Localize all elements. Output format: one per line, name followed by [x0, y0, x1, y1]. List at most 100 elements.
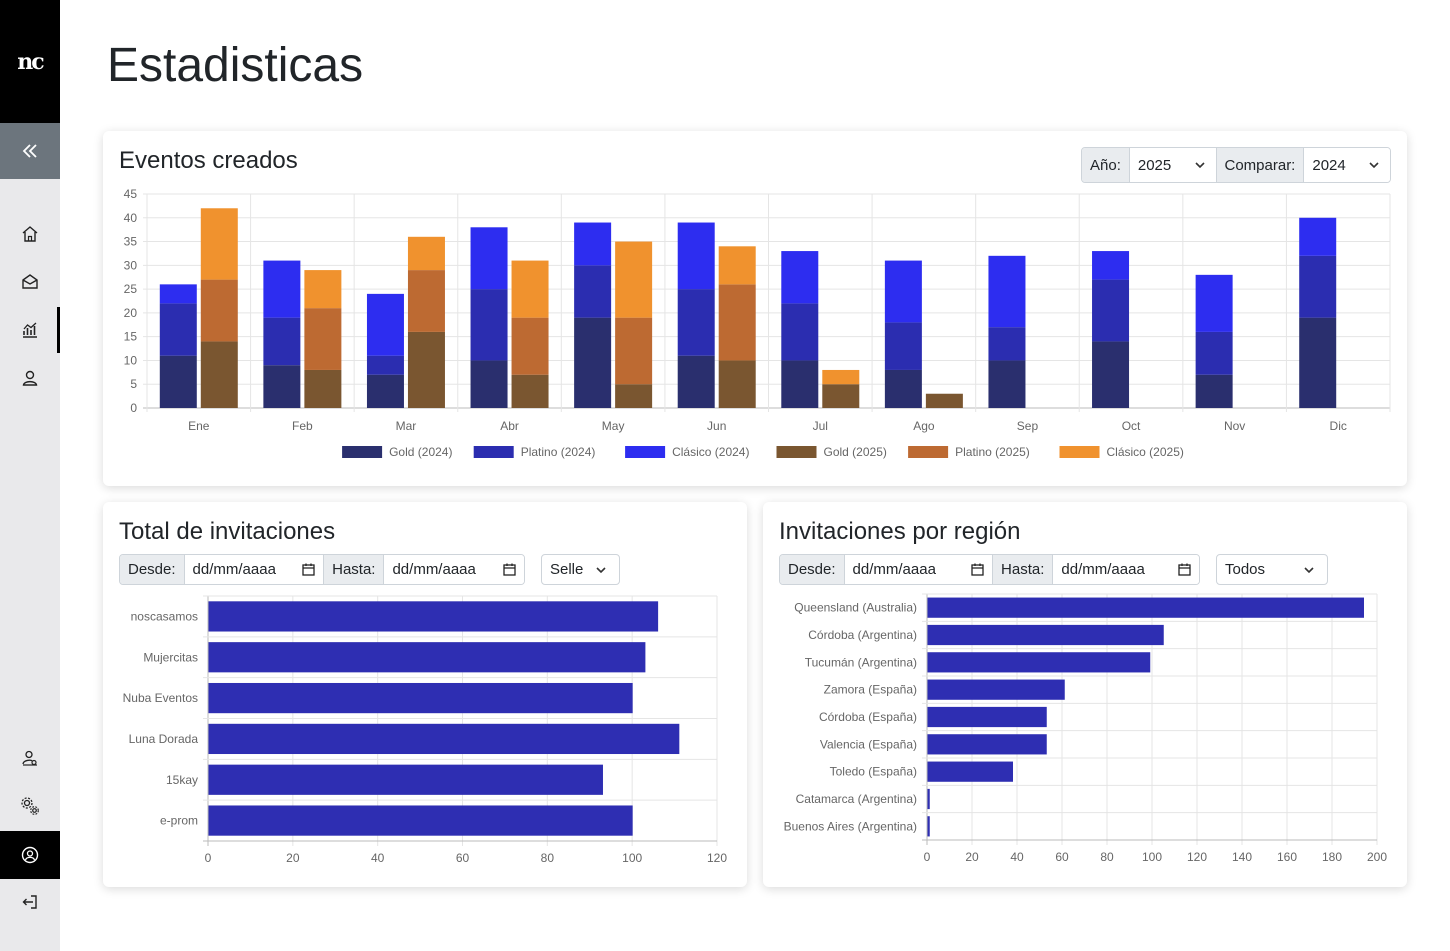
calendar-icon — [971, 563, 984, 576]
x-tick-label: 120 — [707, 851, 727, 865]
y-tick-label: Toledo (España) — [830, 765, 917, 779]
hasta-date-input[interactable]: dd/mm/aaaa — [1053, 555, 1199, 584]
home-icon — [22, 226, 38, 242]
main-content: Estadisticas Eventos creados Año: 2025 C… — [60, 0, 1450, 951]
region-title: Invitaciones por región — [779, 518, 1021, 545]
y-tick-label: 15 — [124, 330, 138, 344]
y-tick-label: 40 — [124, 211, 138, 225]
bar — [407, 270, 445, 332]
x-tick-label: 0 — [924, 850, 931, 864]
desde-date-input[interactable]: dd/mm/aaaa — [184, 555, 325, 584]
x-tick-label: 100 — [622, 851, 642, 865]
bar — [718, 284, 756, 361]
bar — [615, 241, 653, 318]
bar — [988, 360, 1026, 408]
legend-label: Platino (2025) — [955, 445, 1030, 459]
y-tick-label: 35 — [124, 235, 138, 249]
desde-value: dd/mm/aaaa — [192, 561, 276, 578]
bar — [200, 208, 238, 280]
y-tick-label: 15kay — [166, 773, 198, 787]
x-tick-label: 180 — [1322, 850, 1342, 864]
x-tick-label: 60 — [456, 851, 470, 865]
bar — [927, 816, 930, 837]
sidebar: nc — [0, 0, 60, 951]
bar — [159, 284, 197, 304]
x-tick-label: 160 — [1277, 850, 1297, 864]
hasta-value: dd/mm/aaaa — [1061, 561, 1145, 578]
y-tick-label: 30 — [124, 258, 138, 272]
bar — [677, 222, 715, 290]
bar — [263, 365, 301, 408]
bar — [822, 369, 860, 385]
stats-icon — [23, 322, 37, 338]
chevron-down-icon — [1369, 162, 1379, 169]
bar — [200, 279, 238, 342]
y-tick-label: Queensland (Australia) — [794, 601, 917, 615]
bar — [511, 317, 549, 375]
bar — [677, 289, 715, 356]
y-tick-label: 20 — [124, 306, 138, 320]
y-tick-label: Zamora (España) — [824, 683, 917, 697]
bar — [366, 355, 404, 375]
hasta-date-input[interactable]: dd/mm/aaaa — [384, 555, 524, 584]
bar — [927, 652, 1151, 673]
bar — [927, 761, 1013, 782]
sidebar-item-settings[interactable] — [0, 786, 60, 826]
bar — [1195, 274, 1233, 332]
x-tick-label: Dic — [1330, 419, 1347, 433]
y-tick-label: Luna Dorada — [129, 732, 199, 746]
legend-label: Platino (2024) — [521, 445, 596, 459]
bar — [200, 341, 238, 408]
y-tick-label: Córdoba (Argentina) — [808, 628, 917, 642]
legend-label: Clásico (2024) — [672, 445, 749, 459]
sidebar-collapse-button[interactable] — [0, 123, 60, 179]
x-tick-label: Mar — [396, 419, 417, 433]
sidebar-item-stats[interactable] — [0, 307, 60, 353]
y-tick-label: 10 — [124, 353, 138, 367]
bar — [470, 289, 508, 361]
hasta-value: dd/mm/aaaa — [392, 561, 476, 578]
legend-label: Gold (2024) — [389, 445, 452, 459]
bar — [208, 723, 680, 755]
seller-select[interactable]: Seller — [541, 554, 620, 585]
x-tick-label: 40 — [371, 851, 385, 865]
bar — [407, 236, 445, 271]
calendar-icon — [302, 563, 315, 576]
region-filter-select[interactable]: Todos — [1216, 554, 1328, 585]
y-tick-label: Mujercitas — [143, 650, 198, 664]
bar — [718, 246, 756, 285]
year-label: Año: — [1082, 148, 1130, 182]
y-tick-label: Valencia (España) — [820, 737, 917, 751]
sidebar-item-users[interactable] — [0, 358, 60, 398]
sidebar-item-profile[interactable] — [0, 831, 60, 879]
bar — [988, 327, 1026, 361]
y-tick-label: e-prom — [160, 814, 198, 828]
sidebar-item-messages[interactable] — [0, 262, 60, 302]
x-tick-label: 100 — [1142, 850, 1162, 864]
app-logo[interactable]: nc — [0, 0, 60, 123]
bar — [574, 317, 612, 408]
y-tick-label: Córdoba (España) — [819, 710, 917, 724]
chevron-down-icon — [1304, 566, 1314, 573]
bar — [208, 601, 659, 632]
desde-date-input[interactable]: dd/mm/aaaa — [844, 555, 994, 584]
sidebar-item-home[interactable] — [0, 214, 60, 254]
bar — [884, 260, 922, 323]
bar — [304, 270, 342, 309]
x-tick-label: Ago — [913, 419, 935, 433]
gears-icon — [21, 797, 39, 815]
year-select[interactable]: 2025 — [1129, 148, 1217, 182]
y-tick-label: Catamarca (Argentina) — [796, 792, 917, 806]
bar — [159, 303, 197, 356]
bar — [781, 303, 819, 361]
bar — [781, 360, 819, 408]
bar — [884, 369, 922, 408]
y-tick-label: Buenos Aires (Argentina) — [784, 819, 917, 833]
desde-label: Desde: — [780, 555, 845, 584]
bar — [927, 706, 1047, 728]
region-filter-value: Todos — [1225, 561, 1266, 578]
compare-select[interactable]: 2024 — [1304, 148, 1390, 182]
sidebar-item-user-settings[interactable] — [0, 738, 60, 778]
region-chart: 0 20 40 60 80 100 120 140 160 180 200 Queensland (A… — [784, 593, 1387, 864]
sidebar-item-logout[interactable] — [0, 882, 60, 922]
